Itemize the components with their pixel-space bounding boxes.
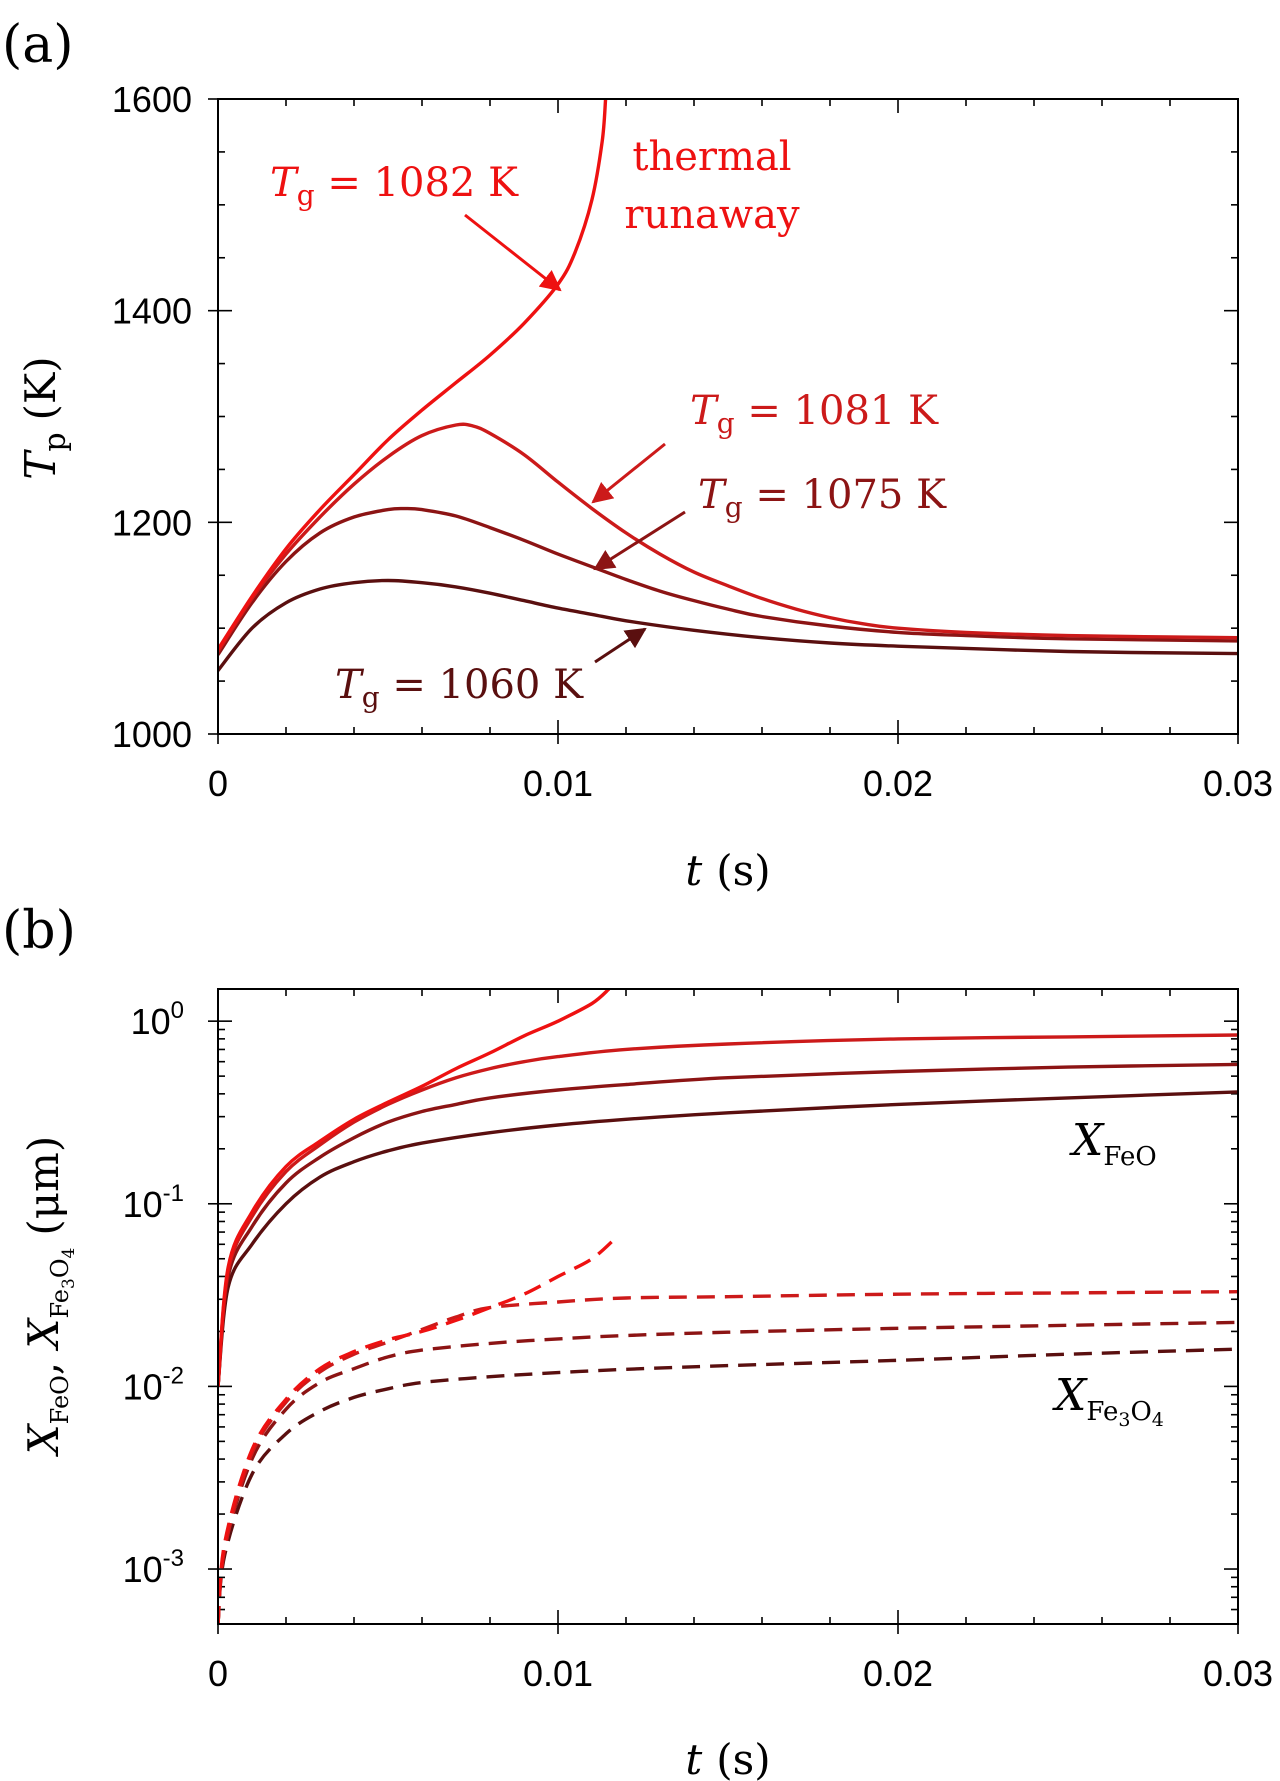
y-tick-label: 1600 bbox=[112, 79, 192, 120]
series-line-x-feo-tg-1081 bbox=[218, 1033, 1238, 1387]
arrow-tg-1075 bbox=[593, 510, 686, 571]
series-line-x-feo-tg-1075 bbox=[218, 1062, 1238, 1387]
y-tick-label: 1400 bbox=[112, 291, 192, 332]
series-line-tg-1075 bbox=[218, 506, 1238, 657]
y-label-sub: p bbox=[38, 432, 73, 451]
label-x-feo: XFeO bbox=[1069, 1115, 1157, 1172]
series-line-tg-1081 bbox=[218, 422, 1238, 654]
panel-b-y-axis-label: XFeO, XFe3O4(μm) bbox=[19, 1136, 79, 1458]
y-tick-label: 10-3 bbox=[123, 1545, 184, 1590]
series-line-x-feo-tg-1060 bbox=[218, 1090, 1238, 1387]
y-tick-label: 10-2 bbox=[123, 1362, 184, 1407]
x-tick-label: 0.02 bbox=[863, 1653, 933, 1694]
annotation-tg-1082: Tg = 1082 K bbox=[270, 160, 519, 212]
panel-a-series bbox=[218, 99, 1238, 673]
panel-b: (b) 0 0.01 0.02 0.03 100 10-1 10-2 10-3 XFeO, X… bbox=[2, 901, 1273, 1781]
panel-a-plot-frame bbox=[217, 98, 1239, 735]
y-tick-label: 100 bbox=[131, 997, 184, 1042]
series-line-tg-1060 bbox=[218, 578, 1238, 673]
x-tick-label: 0.03 bbox=[1203, 1653, 1273, 1694]
panel-a-tick-labels: 0 0.01 0.02 0.03 1000 1200 1400 1600 bbox=[112, 79, 1273, 804]
series-line-x-fe3o4-tg-1060 bbox=[218, 1347, 1238, 1624]
x-label-var: t bbox=[685, 846, 702, 895]
series-line-tg-1082 bbox=[218, 99, 608, 651]
panel-b-ticks bbox=[208, 989, 1239, 1634]
x-tick-label: 0 bbox=[208, 1653, 228, 1694]
y-label-unit: (K) bbox=[16, 356, 65, 420]
panel-b-x-axis-label: t (s) bbox=[685, 1735, 770, 1781]
panel-b-tick-labels: 0 0.01 0.02 0.03 100 10-1 10-2 10-3 bbox=[123, 997, 1273, 1694]
x-tick-label: 0.02 bbox=[863, 763, 933, 804]
series-line-x-fe3o4-tg-1082 bbox=[218, 1236, 617, 1624]
x-tick-label: 0.01 bbox=[523, 763, 593, 804]
series-line-x-fe3o4-tg-1075 bbox=[218, 1320, 1238, 1624]
panel-a-x-axis-label: t (s) bbox=[685, 846, 770, 895]
x-tick-label: 0.03 bbox=[1203, 763, 1273, 804]
x-label-unit: (s) bbox=[716, 846, 770, 895]
annotation-tg-1060: Tg = 1060 K bbox=[335, 662, 584, 714]
arrow-tg-1082 bbox=[464, 213, 562, 292]
annotation-runaway: runaway bbox=[624, 192, 800, 238]
panel-b-label: (b) bbox=[2, 901, 76, 961]
series-line-x-fe3o4-tg-1081 bbox=[218, 1290, 1238, 1624]
y-tick-label: 1000 bbox=[112, 714, 192, 755]
x-tick-label: 0 bbox=[208, 763, 228, 804]
label-x-fe3o4: XFe3O4 bbox=[1052, 1370, 1164, 1431]
annotation-thermal: thermal bbox=[632, 134, 791, 180]
panel-b-series bbox=[218, 989, 1238, 1624]
arrow-tg-1081 bbox=[591, 442, 666, 504]
annotation-tg-1081: Tg = 1081 K bbox=[690, 388, 939, 440]
annotation-tg-1075: Tg = 1075 K bbox=[698, 472, 947, 524]
x-tick-label: 0.01 bbox=[523, 1653, 593, 1694]
y-tick-label: 10-1 bbox=[123, 1180, 184, 1225]
panel-b-plot-frame bbox=[217, 988, 1239, 1625]
panel-a-label: (a) bbox=[2, 15, 74, 75]
y-label-var: T bbox=[16, 449, 65, 480]
y-tick-label: 1200 bbox=[112, 502, 192, 543]
arrow-tg-1060 bbox=[594, 627, 647, 664]
panel-a-y-axis-label: Tp (K) bbox=[16, 356, 73, 479]
series-line-x-feo-tg-1082 bbox=[218, 989, 611, 1387]
